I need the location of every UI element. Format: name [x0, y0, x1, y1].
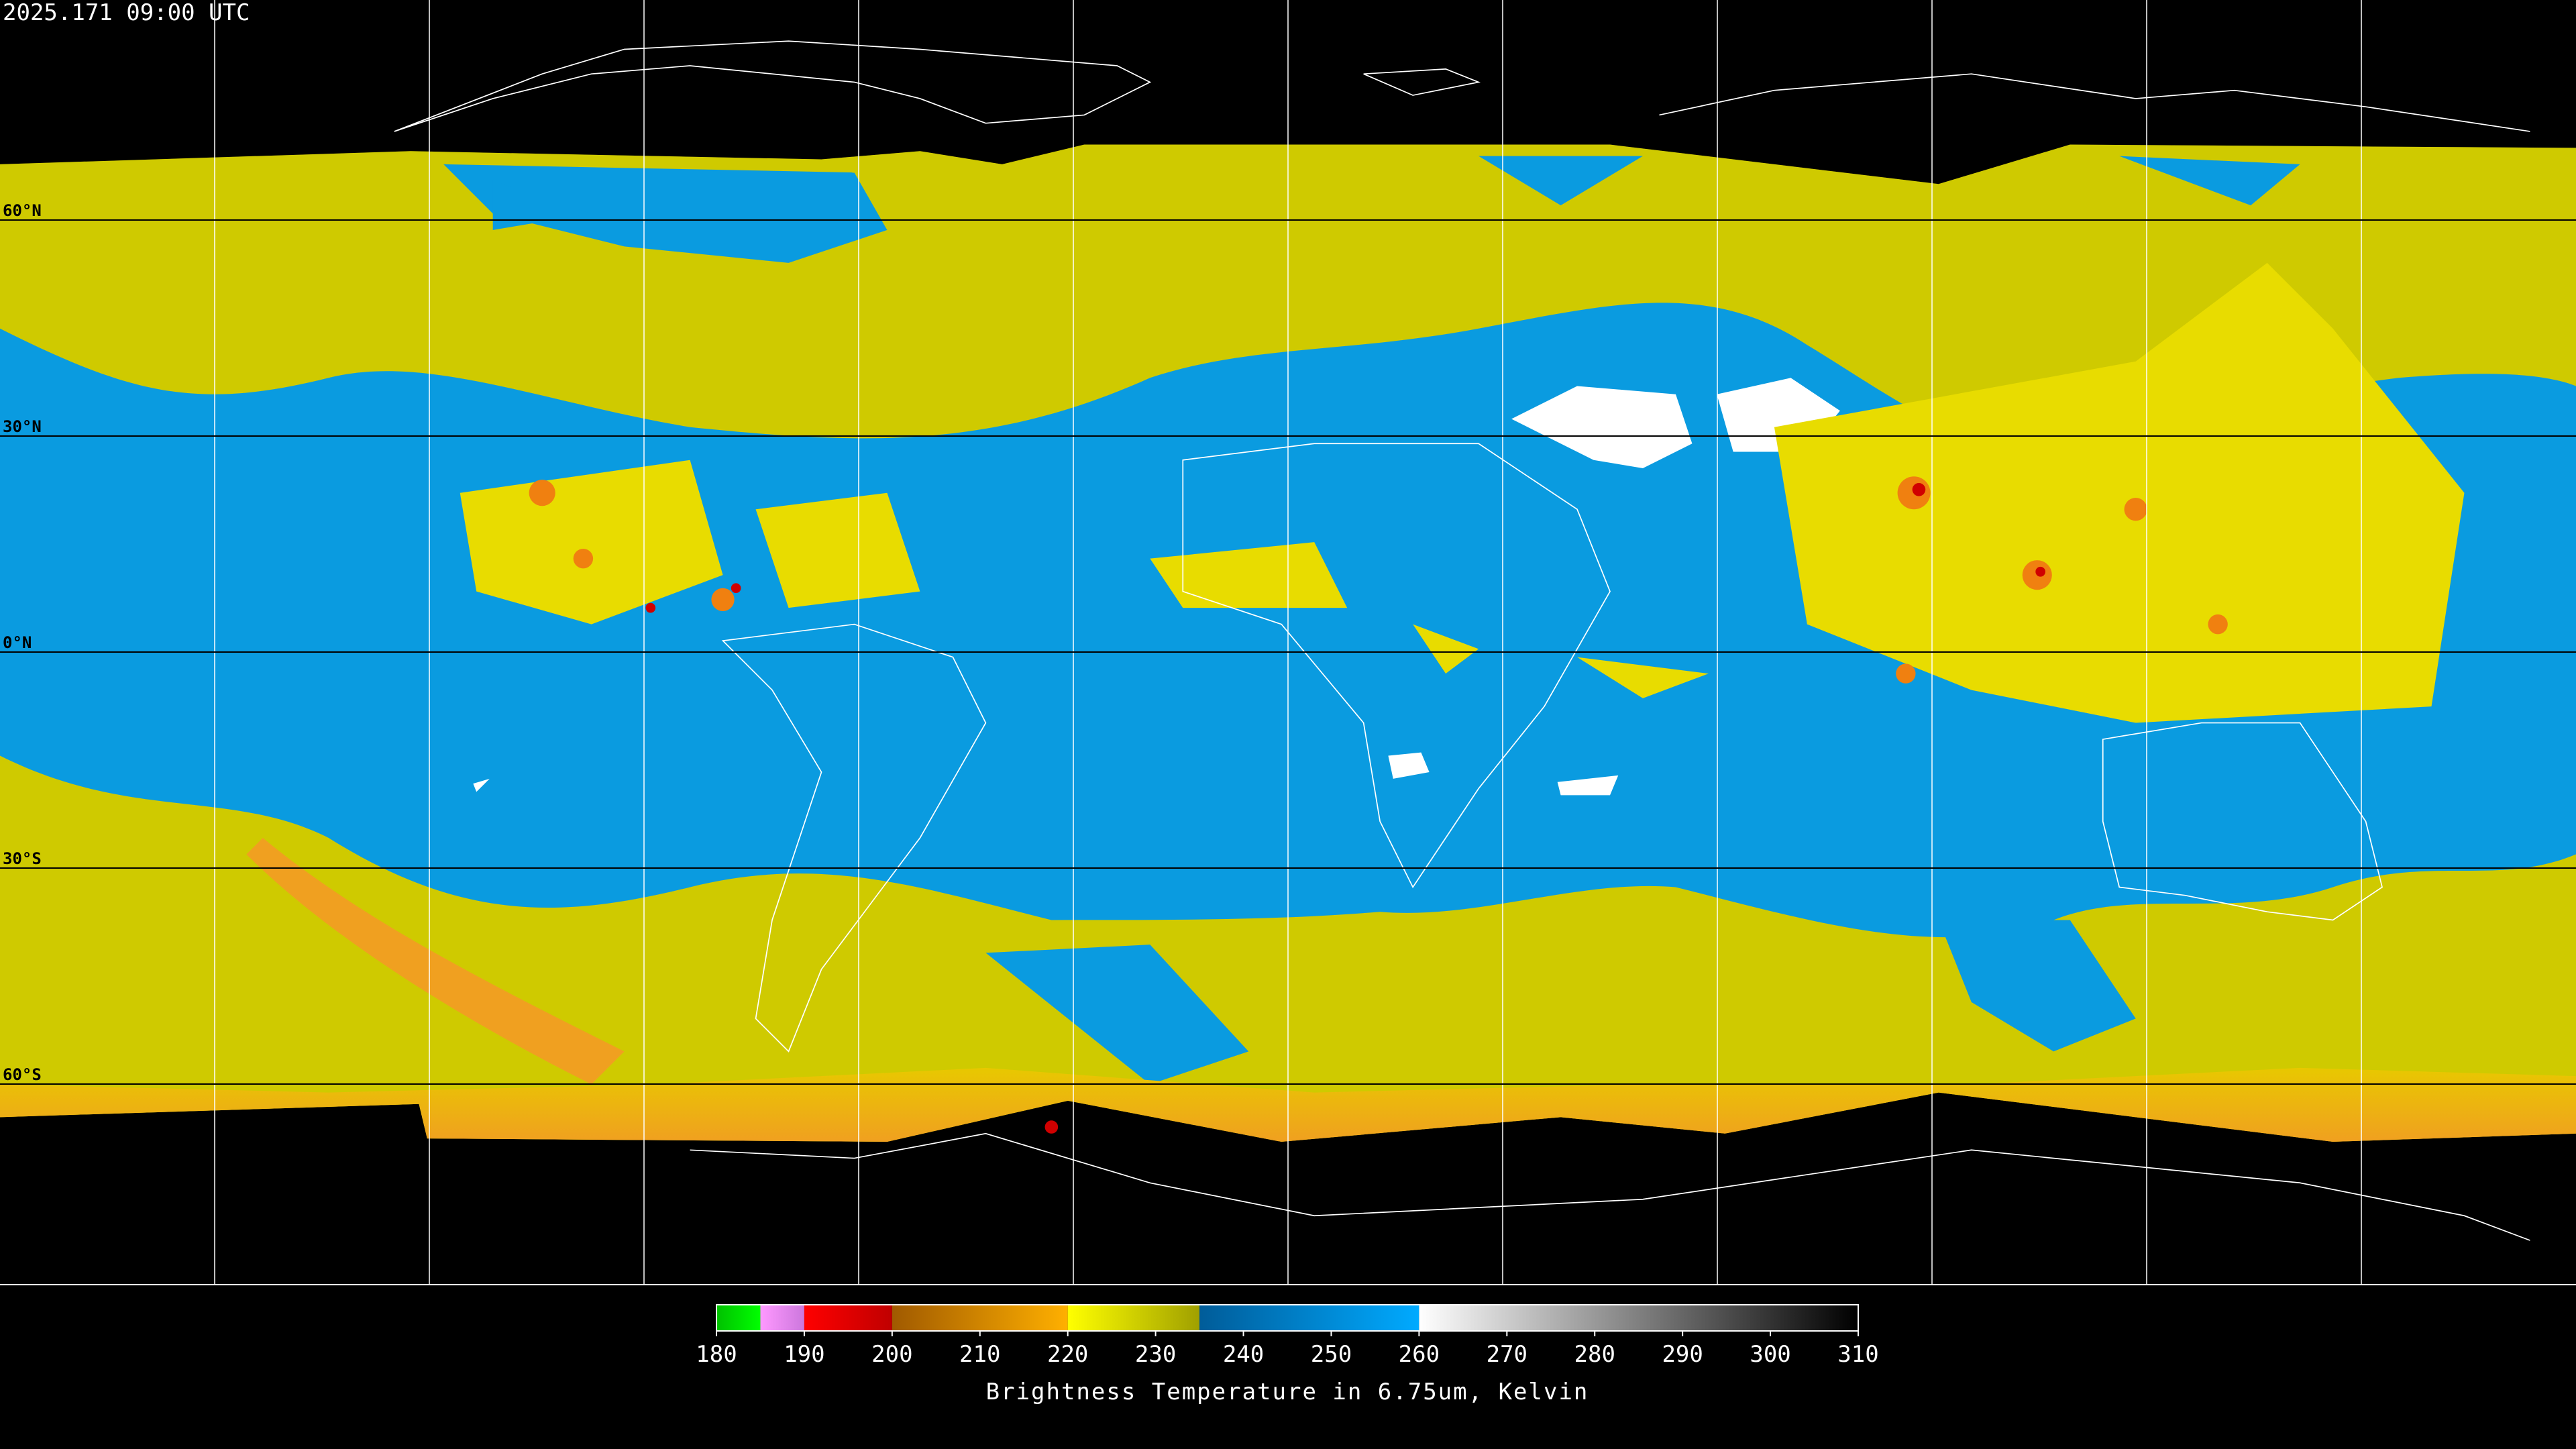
colorbar-tick-label: 200: [871, 1341, 912, 1368]
colorbar-tick-label: 230: [1135, 1341, 1176, 1368]
latitude-label: 30°S: [3, 849, 42, 868]
colorbar-tick-label: 260: [1399, 1341, 1440, 1368]
colorbar-tick-label: 290: [1662, 1341, 1703, 1368]
latitude-label: 60°S: [3, 1065, 42, 1084]
colorbar: 180 190 200 210 220 230 240 250 260 270 280 290 300 3…: [696, 1304, 1879, 1405]
colorbar-tick-label: 250: [1311, 1341, 1352, 1368]
colorbar-segment: [760, 1305, 804, 1331]
timestamp: 2025.171 09:00 UTC: [3, 0, 250, 26]
colorbar-tick-label: 210: [959, 1341, 1000, 1368]
colorbar-segment: [1419, 1305, 1858, 1331]
colorbar-tick-label: 280: [1574, 1341, 1615, 1368]
latitude-label: 0°N: [3, 633, 32, 652]
colorbar-tick-label: 190: [784, 1341, 824, 1368]
colorbar-label: Brightness Temperature in 6.75um, Kelvin: [986, 1379, 1589, 1405]
colorbar-segment: [804, 1305, 892, 1331]
colorbar-tick-label: 270: [1487, 1341, 1527, 1368]
colorbar-tick-label: 300: [1750, 1341, 1790, 1368]
colorbar-segment: [1067, 1305, 1200, 1331]
colorbar-segment: [1199, 1305, 1419, 1331]
colorbar-tick-label: 220: [1047, 1341, 1088, 1368]
graticule: 60°N 30°N 0°N 30°S 60°S: [0, 0, 2576, 1285]
colorbar-tick-label: 310: [1837, 1341, 1878, 1368]
colorbar-tick-label: 240: [1223, 1341, 1264, 1368]
latitude-label: 60°N: [3, 201, 42, 220]
colorbar-segment: [892, 1305, 1068, 1331]
colorbar-segment: [716, 1305, 761, 1331]
colorbar-tick-label: 180: [696, 1341, 737, 1368]
colorbar-frame: [716, 1304, 1859, 1332]
latitude-label: 30°N: [3, 417, 42, 436]
